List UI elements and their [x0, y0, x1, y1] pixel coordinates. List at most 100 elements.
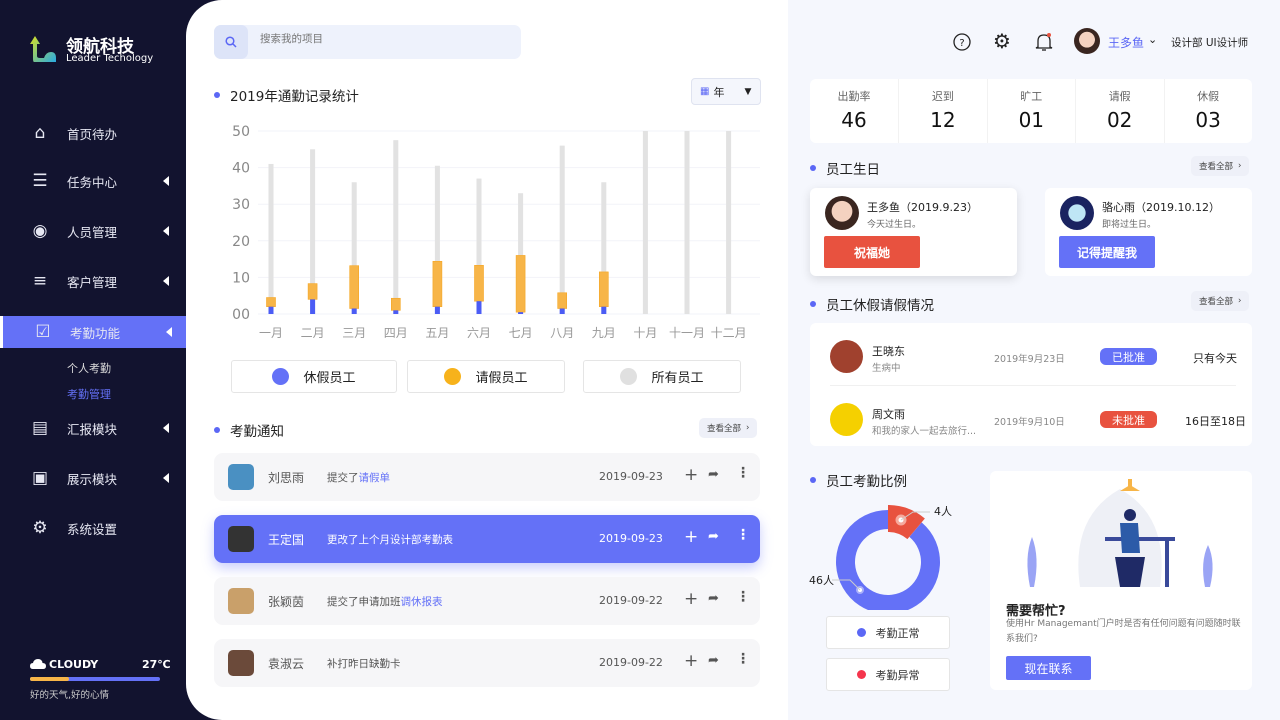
- donut-slice-abnormal: [888, 505, 925, 540]
- sidebar-item-4[interactable]: ☑ 考勤功能: [0, 316, 186, 348]
- notice-name: 张颖茵: [268, 595, 305, 609]
- view-all-label: 查看全部: [1199, 297, 1234, 307]
- share-icon[interactable]: ➦: [708, 529, 719, 544]
- user-avatar[interactable]: [1074, 28, 1100, 54]
- chevron-down-icon[interactable]: ⌄: [1148, 33, 1158, 46]
- search-icon[interactable]: [214, 25, 248, 59]
- notice-item[interactable]: 袁淑云 补打昨日缺勤卡 2019-09-22 + ➦ ⋮: [214, 639, 760, 687]
- x-tick-label: 八月: [550, 326, 574, 340]
- avatar: [830, 403, 863, 436]
- bar-all-employees: [351, 182, 357, 314]
- period-value: 年: [713, 85, 725, 99]
- gear-icon[interactable]: ⚙: [993, 29, 1011, 53]
- bar-vacation-employees: [559, 308, 565, 314]
- bell-icon[interactable]: [1035, 32, 1053, 52]
- x-tick-label: 二月: [301, 326, 325, 340]
- share-icon[interactable]: ➦: [708, 653, 719, 668]
- bar-leave-employees: [474, 265, 484, 302]
- subitem-personal-attendance[interactable]: 个人考勤: [67, 362, 111, 375]
- more-vertical-icon[interactable]: ⋮: [736, 465, 750, 481]
- bullet-dot: [214, 427, 220, 433]
- notice-link[interactable]: 请假单: [358, 472, 391, 484]
- sidebar-item-6[interactable]: ▣ 展示模块: [0, 462, 186, 494]
- search-bar[interactable]: [214, 25, 521, 59]
- caret-left-icon: [166, 327, 172, 337]
- plus-icon[interactable]: +: [684, 589, 699, 609]
- ratio-legend-normal[interactable]: 考勤正常: [826, 616, 950, 649]
- bar-leave-employees: [515, 255, 526, 313]
- sidebar-item-3[interactable]: ≡ 客户管理: [0, 265, 186, 297]
- user-icon: ◉: [32, 221, 48, 241]
- birthday-action-button[interactable]: 祝福她: [824, 236, 920, 268]
- calendar-check-icon: ☑: [35, 322, 51, 342]
- legend-vacation[interactable]: 休假员工: [231, 360, 397, 393]
- slice-label-abnormal: 4人: [934, 505, 952, 518]
- bar-all-employees: [268, 163, 274, 314]
- leave-note: 和我的家人一起去旅行...: [872, 426, 977, 437]
- more-vertical-icon[interactable]: ⋮: [736, 527, 750, 543]
- notice-date: 2019-09-22: [599, 594, 663, 607]
- legend-all[interactable]: 所有员工: [583, 360, 741, 393]
- donut-slice-normal: [836, 510, 940, 610]
- leave-date: 2019年9月23日: [994, 354, 1065, 365]
- leave-card: [810, 323, 1252, 446]
- notice-item[interactable]: 刘思雨 提交了请假单 2019-09-23 + ➦ ⋮: [214, 453, 760, 501]
- bar-all-employees: [642, 131, 648, 314]
- x-tick-label: 六月: [467, 326, 491, 340]
- sidebar-item-label: 考勤功能: [70, 325, 121, 341]
- notice-desc: 补打昨日缺勤卡: [327, 656, 401, 671]
- slice-label-normal: 46人: [809, 574, 834, 587]
- contact-now-button[interactable]: 现在联系: [1006, 656, 1091, 680]
- notice-item[interactable]: 王定国 更改了上个月设计部考勤表 2019-09-23 + ➦ ⋮: [214, 515, 760, 563]
- user-department: 设计部 UI设计师: [1171, 37, 1249, 49]
- bar-all-employees: [518, 193, 524, 314]
- legend-leave[interactable]: 请假员工: [407, 360, 565, 393]
- leave-row[interactable]: 王晓东 生病中 2019年9月23日 已批准 只有今天: [810, 323, 1252, 383]
- share-icon[interactable]: ➦: [708, 591, 719, 606]
- more-vertical-icon[interactable]: ⋮: [736, 651, 750, 667]
- caret-left-icon: [163, 226, 169, 236]
- subitem-attendance-management[interactable]: 考勤管理: [67, 388, 111, 401]
- sidebar-item-1[interactable]: ☰ 任务中心: [0, 165, 186, 197]
- sidebar-item-5[interactable]: ▤ 汇报模块: [0, 412, 186, 444]
- sidebar-item-0[interactable]: ⌂ 首页待办: [0, 117, 186, 149]
- user-name[interactable]: 王多鱼: [1108, 36, 1145, 50]
- bar-all-employees: [684, 131, 690, 314]
- plus-icon[interactable]: +: [684, 527, 699, 547]
- x-tick-label: 七月: [509, 326, 533, 340]
- notice-view-all-button[interactable]: 查看全部 ›: [699, 418, 758, 438]
- stat-item: 请假 02: [1075, 79, 1163, 143]
- sidebar: 领航科技 Leader Techology ⌂ 首页待办 ☰ 任务中心 ◉ 人员管理 ≡ 客户…: [0, 0, 186, 720]
- bar-leave-employees: [266, 297, 276, 307]
- period-select[interactable]: ▦ 年 ▼: [691, 78, 761, 105]
- help-icon[interactable]: ?: [953, 33, 971, 51]
- birthday-view-all-button[interactable]: 查看全部 ›: [1191, 156, 1250, 176]
- notice-link[interactable]: 调休报表: [400, 596, 443, 608]
- stat-value: 03: [1195, 108, 1221, 132]
- attendance-donut-chart: 4人 46人: [809, 505, 952, 610]
- search-input[interactable]: [260, 33, 500, 45]
- y-tick-label: 50: [232, 124, 250, 140]
- gear-icon: ⚙: [32, 518, 48, 538]
- avatar: [228, 464, 254, 490]
- plus-icon[interactable]: +: [684, 465, 699, 485]
- leave-title-text: 员工休假请假情况: [826, 298, 934, 314]
- sidebar-item-2[interactable]: ◉ 人员管理: [0, 215, 186, 247]
- label-leader-line: [900, 511, 930, 521]
- bullet-dot: [214, 92, 220, 98]
- leave-title: 员工休假请假情况: [810, 294, 934, 314]
- legend-label: 所有员工: [651, 371, 704, 386]
- sidebar-item-7[interactable]: ⚙ 系统设置: [0, 512, 186, 544]
- leave-view-all-button[interactable]: 查看全部 ›: [1191, 291, 1250, 311]
- bar-leave-employees: [349, 265, 359, 309]
- notice-name: 王定国: [268, 533, 305, 547]
- stat-value: 02: [1106, 108, 1133, 132]
- ratio-legend-abnormal[interactable]: 考勤异常: [826, 658, 950, 691]
- leave-row[interactable]: 周文雨 和我的家人一起去旅行... 2019年9月10日 未批准 16日至18日: [810, 386, 1252, 446]
- notice-item[interactable]: 张颖茵 提交了申请加班调休报表 2019-09-22 + ➦ ⋮: [214, 577, 760, 625]
- plus-icon[interactable]: +: [684, 651, 699, 671]
- more-vertical-icon[interactable]: ⋮: [736, 589, 750, 605]
- share-icon[interactable]: ➦: [708, 467, 719, 482]
- avatar: [1060, 196, 1094, 230]
- birthday-action-button[interactable]: 记得提醒我: [1059, 236, 1155, 268]
